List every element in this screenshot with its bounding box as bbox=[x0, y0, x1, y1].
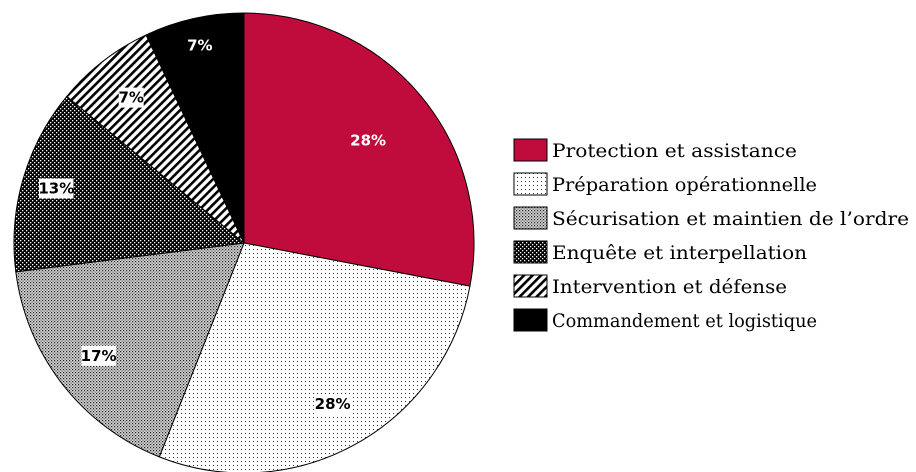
slice-label-intervention-et-defense: 7% bbox=[118, 87, 144, 108]
legend-item-preparation-operationnelle: Préparation opérationnelle bbox=[513, 172, 817, 196]
slice-label-commandement-et-logistique: 7% bbox=[187, 37, 212, 55]
slice-label-background bbox=[315, 394, 350, 415]
slice-value-label: 28% bbox=[350, 131, 386, 149]
legend: Protection et assistance Préparation opér… bbox=[513, 138, 909, 332]
legend-swatch bbox=[513, 138, 548, 162]
legend-swatch bbox=[513, 172, 548, 196]
legend-swatch bbox=[513, 206, 548, 230]
pie-slice-enquete-et-interpellation bbox=[13, 95, 246, 273]
pie-slice-protection-et-assistance bbox=[243, 12, 475, 287]
legend-label: Commandement et logistique bbox=[552, 310, 817, 332]
slice-value-label: 7% bbox=[118, 89, 143, 107]
slice-label-background bbox=[118, 87, 144, 108]
legend-label: Préparation opérationnelle bbox=[552, 174, 817, 196]
pie-slice-commandement-et-logistique bbox=[145, 12, 245, 244]
slice-label-preparation-operationnelle: 28% bbox=[315, 394, 351, 415]
legend-label: Intervention et défense bbox=[552, 276, 787, 298]
legend-item-intervention-et-defense: Intervention et défense bbox=[513, 274, 787, 298]
legend-swatch bbox=[513, 274, 548, 298]
legend-item-protection-et-assistance: Protection et assistance bbox=[513, 138, 797, 162]
pie-slices bbox=[13, 12, 475, 472]
slice-label-enquete-et-interpellation: 13% bbox=[38, 178, 74, 199]
legend-item-enquete-et-interpellation: Enquête et interpellation bbox=[513, 240, 807, 264]
legend-swatch bbox=[513, 308, 548, 332]
slice-value-label: 17% bbox=[81, 347, 117, 365]
slice-value-label: 28% bbox=[315, 395, 351, 413]
pie-slice-labels: 28% 28% 17% 13% 7% 7% bbox=[38, 37, 386, 415]
slice-label-background bbox=[39, 178, 74, 199]
slice-value-label: 13% bbox=[38, 180, 74, 198]
legend-label: Protection et assistance bbox=[552, 140, 797, 162]
slice-label-securisation-et-maintien-de-l-ordre: 17% bbox=[81, 345, 117, 366]
legend-swatch bbox=[513, 240, 548, 264]
pie-slice-securisation-et-maintien-de-l-ordre bbox=[15, 242, 245, 458]
slice-value-label: 7% bbox=[187, 37, 212, 55]
pie-slice-preparation-operationnelle bbox=[158, 242, 471, 472]
slice-label-protection-et-assistance: 28% bbox=[350, 131, 386, 149]
legend-label: Enquête et interpellation bbox=[552, 242, 807, 264]
legend-label: Sécurisation et maintien de l’ordre bbox=[552, 208, 909, 230]
legend-item-commandement-et-logistique: Commandement et logistique bbox=[513, 308, 817, 332]
legend-item-securisation-et-maintien-de-l-ordre: Sécurisation et maintien de l’ordre bbox=[513, 206, 909, 230]
pie-slice-intervention-et-defense bbox=[66, 34, 245, 244]
slice-label-background bbox=[81, 345, 116, 366]
